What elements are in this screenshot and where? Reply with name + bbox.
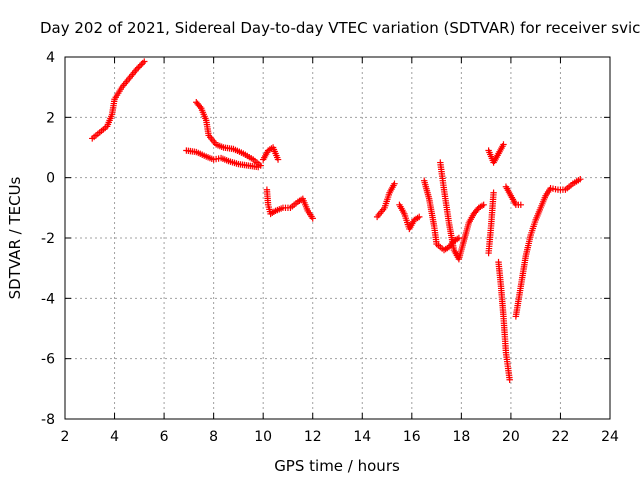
data-point [500,141,507,148]
y-tick-label: -4 [41,291,55,307]
data-point [138,61,145,68]
data-point [141,58,148,65]
x-tick-label: 10 [254,429,272,445]
data-point [255,163,262,171]
x-tick-label: 22 [552,429,570,445]
y-tick-label: -2 [41,231,55,247]
x-tick-label: 18 [452,429,470,445]
x-tick-label: 6 [160,429,169,445]
data-point [391,180,398,187]
data-point [577,175,584,183]
x-tick-label: 2 [61,429,70,445]
grid [65,57,610,419]
y-tick-label: -8 [41,412,55,428]
x-tick-label: 8 [209,429,218,445]
x-tick-label: 14 [353,429,371,445]
data-points [89,58,584,383]
y-tick-label: 2 [46,110,55,126]
data-point [455,234,463,242]
x-tick-label: 16 [403,429,421,445]
data-point [274,156,282,163]
data-point [136,62,144,70]
chart-title: Day 202 of 2021, Sidereal Day-to-day VTE… [40,19,640,37]
y-axis-title: SDTVAR / TECUs [6,176,24,299]
data-point [490,189,497,196]
x-tick-label: 20 [502,429,520,445]
y-tick-label: 4 [46,50,55,66]
data-point [506,376,513,383]
data-point [133,65,141,73]
x-axis-title: GPS time / hours [274,457,400,475]
data-point [139,59,146,67]
data-point [480,201,487,209]
data-point [416,213,423,221]
data-point [309,215,316,222]
data-point [517,201,525,209]
x-tick-label: 24 [601,429,619,445]
x-tick-label: 12 [304,429,322,445]
data-point [135,64,142,71]
y-tick-label: -6 [41,352,55,368]
y-tick-label: 0 [46,171,55,187]
data-point [196,103,204,110]
x-tick-label: 4 [110,429,119,445]
